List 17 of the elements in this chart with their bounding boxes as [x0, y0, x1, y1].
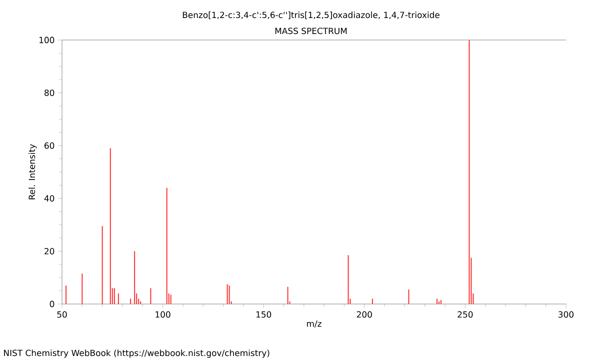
- chart-title: Benzo[1,2-c:3,4-c':5,6-c'']tris[1,2,5]oxadiazole, 1,4,7-trioxide: [182, 12, 440, 20]
- x-tick-label: 150: [256, 311, 272, 318]
- y-tick-label: 20: [44, 248, 54, 254]
- x-tick-label: 300: [558, 311, 574, 318]
- y-tick-label: 40: [44, 195, 54, 202]
- x-tick-label: 250: [458, 311, 473, 318]
- x-axis-title: m/z: [306, 320, 322, 328]
- y-tick-label: 0: [50, 300, 54, 308]
- y-tick-label: 80: [44, 90, 54, 96]
- y-axis-title: Rel. Intensity: [28, 144, 37, 200]
- y-tick-label: 100: [40, 36, 54, 44]
- x-tick-label: 200: [356, 311, 372, 318]
- chart-subtitle: MASS SPECTRUM: [275, 28, 347, 34]
- x-tick-label: 50: [57, 311, 67, 318]
- y-tick-label: 60: [44, 142, 54, 149]
- text: NIST Chemistry WebBook (https://webbook.nist.gov/chemistry): [4, 350, 270, 358]
- x-tick-label: 100: [156, 311, 170, 318]
